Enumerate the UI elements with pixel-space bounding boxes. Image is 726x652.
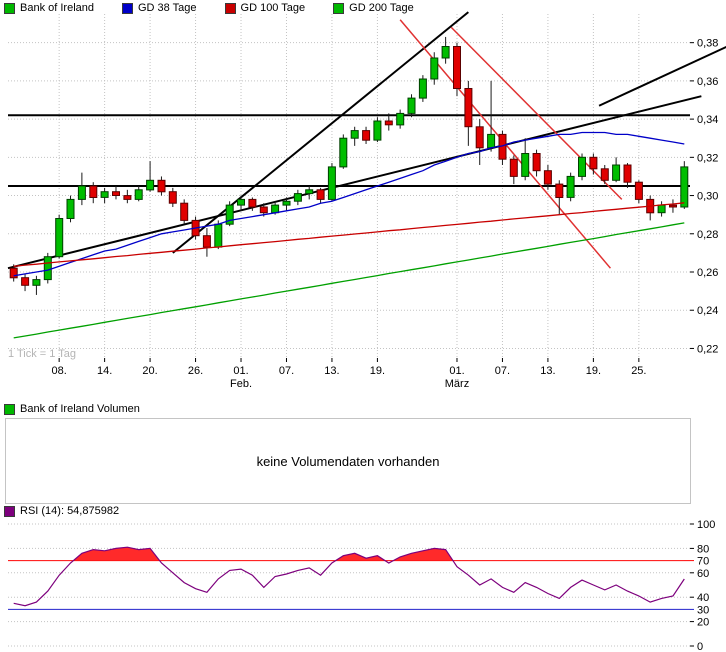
svg-text:07.: 07. [279,365,294,377]
svg-text:08.: 08. [52,365,67,377]
svg-text:März: März [445,378,469,390]
svg-text:26.: 26. [188,365,203,377]
legend-item-volume: Bank of Ireland Volumen [4,403,140,415]
legend-label-gd38: GD 38 Tage [138,2,197,14]
svg-text:13.: 13. [540,365,555,377]
legend-label-gd200: GD 200 Tage [349,2,414,14]
svg-text:0,34: 0,34 [697,114,718,126]
rsi-line [13,546,685,607]
legend-item-rsi: RSI (14): 54,875982 [4,505,119,517]
legend-item-gd38: GD 38 Tage [122,2,197,14]
legend-label-volume: Bank of Ireland Volumen [20,403,140,415]
candles [9,36,689,295]
legend-label-gd100: GD 100 Tage [240,2,306,14]
svg-text:0,26: 0,26 [697,267,718,279]
legend-label-rsi: RSI (14): 54,875982 [20,505,120,517]
gd100-swatch-icon [224,2,236,14]
tick-scale-footnote: 1 Tick = 1 Tag [8,348,76,360]
svg-text:70: 70 [697,556,709,568]
svg-text:20: 20 [697,617,709,629]
svg-text:100: 100 [697,519,715,531]
svg-text:19.: 19. [370,365,385,377]
svg-text:0,38: 0,38 [697,38,718,50]
rsi-gridlines [8,523,690,647]
svg-text:0,30: 0,30 [697,191,718,203]
svg-text:80: 80 [697,543,709,555]
ma-line [13,131,685,277]
svg-text:20.: 20. [142,365,157,377]
svg-text:0,22: 0,22 [697,343,718,355]
volume-empty-message: keine Volumendaten vorhanden [256,453,440,469]
svg-text:0,36: 0,36 [697,76,718,88]
price-chart: 0,22 0,24 0,26 0,28 0,30 0,32 0,34 0,36 0,38 08. 1… [7,11,726,390]
svg-text:01.: 01. [449,365,464,377]
rsi-axis-labels: 0 20 40 60 80 100 70 30 [690,519,715,652]
svg-text:25.: 25. [631,365,646,377]
svg-text:13.: 13. [324,365,339,377]
rsi-series [13,546,685,607]
svg-text:0,32: 0,32 [697,152,718,164]
svg-text:0: 0 [697,641,703,652]
moving-average-lines [13,131,685,339]
gd200-swatch-icon [333,2,345,14]
ma-line [13,222,685,339]
legend-label-price-series: Bank of Ireland [20,2,94,14]
svg-text:30: 30 [697,604,709,616]
svg-text:0,24: 0,24 [697,305,718,317]
svg-text:19.: 19. [586,365,601,377]
axis-labels: 0,22 0,24 0,26 0,28 0,30 0,32 0,34 0,36 0,38 08. 1… [52,38,719,390]
rsi-legend: RSI (14): 54,875982 [4,505,147,517]
svg-text:60: 60 [697,568,709,580]
svg-text:14.: 14. [97,365,112,377]
legend-item-price-series: Bank of Ireland [4,2,94,14]
volume-legend: Bank of Ireland Volumen [4,403,168,415]
gd38-swatch-icon [122,2,133,14]
svg-text:01.: 01. [233,365,248,377]
svg-text:Feb.: Feb. [230,378,252,390]
svg-text:0,28: 0,28 [697,229,718,241]
svg-text:07.: 07. [495,365,510,377]
legend-item-gd100: GD 100 Tage [224,2,306,14]
rsi-chart: 0 20 40 60 80 100 70 30 [8,519,715,652]
price-chart-legend: Bank of Ireland GD 38 Tage GD 100 Tage G… [4,2,442,14]
volume-panel: keine Volumendaten vorhanden [5,418,691,504]
volume-swatch-icon [4,403,15,415]
rsi-swatch-icon [4,505,15,517]
rsi-overbought-fill [73,547,453,561]
ma-line [13,202,685,267]
price-series-swatch-icon [4,2,15,14]
legend-item-gd200: GD 200 Tage [333,2,414,14]
trendlines [7,11,726,270]
svg-text:40: 40 [697,592,709,604]
